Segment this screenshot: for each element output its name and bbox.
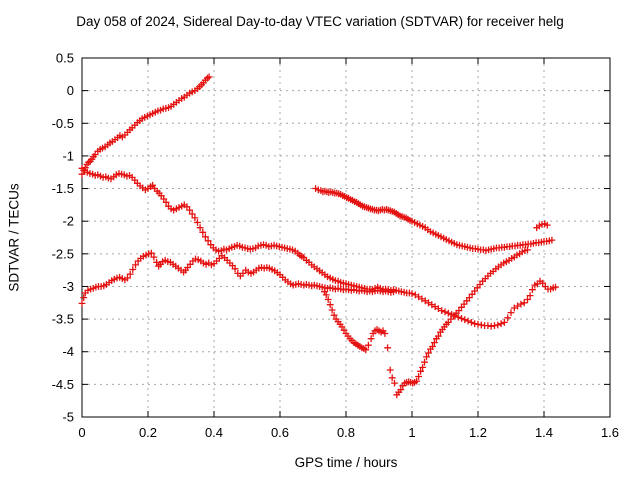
y-tick-label: -4.5 — [52, 377, 74, 392]
x-tick-label: 0.6 — [271, 425, 289, 440]
chart-title: Day 058 of 2024, Sidereal Day-to-day VTE… — [76, 14, 564, 29]
y-tick-label: -2.5 — [52, 246, 74, 261]
y-tick-label: -1.5 — [52, 181, 74, 196]
y-tick-label: 0.5 — [56, 51, 74, 66]
x-tick-label: 1 — [408, 425, 415, 440]
series-trace-end-tail — [533, 220, 551, 232]
x-tick-label: 1.4 — [535, 425, 553, 440]
y-tick-label: -2 — [62, 214, 74, 229]
axes-border — [81, 57, 611, 418]
series-trace-deep-dip — [321, 246, 531, 399]
x-tick-label: 0.2 — [139, 425, 157, 440]
y-tick-label: -1 — [62, 148, 74, 163]
y-tick-label: -3.5 — [52, 312, 74, 327]
y-tick-label: -4 — [62, 344, 74, 359]
x-tick-label: 1.6 — [601, 425, 619, 440]
x-tick-label: 1.2 — [469, 425, 487, 440]
series-trace-lower-meander — [78, 249, 397, 307]
y-tick-labels: 0.5 0 -0.5 -1 -1.5 -2 -2.5 -3 -3.5 -4 -4.5 -5 — [52, 51, 74, 425]
x-tick-label: 0.8 — [337, 425, 355, 440]
grid-lines — [82, 58, 610, 417]
x-axis-label: GPS time / hours — [294, 455, 398, 470]
y-tick-label: -5 — [62, 410, 74, 425]
y-tick-label: -0.5 — [52, 116, 74, 131]
x-tick-label: 0 — [78, 425, 85, 440]
y-tick-label: 0 — [67, 83, 74, 98]
series-trace-rising-upper-left — [78, 73, 213, 178]
series-trace-mid-start-flat-band — [312, 185, 556, 254]
x-tick-label: 0.4 — [205, 425, 223, 440]
y-tick-label: -3 — [62, 279, 74, 294]
x-tick-labels: 0 0.2 0.4 0.6 0.8 1 1.2 1.4 1.6 — [78, 425, 619, 440]
